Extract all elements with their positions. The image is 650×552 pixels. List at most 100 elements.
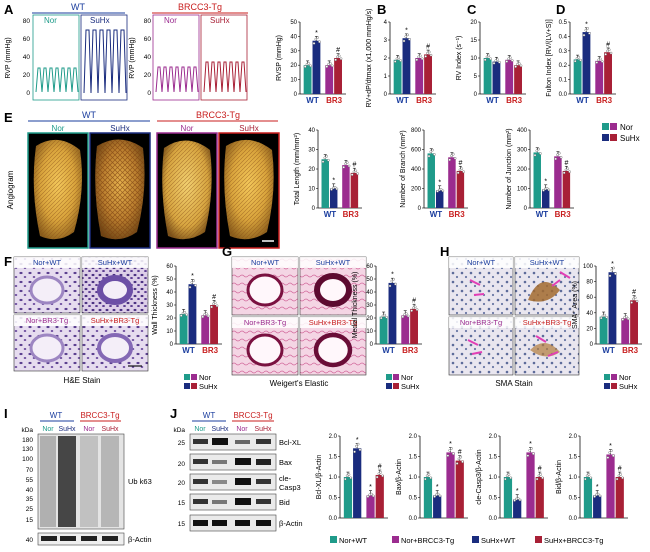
j-band [193, 520, 208, 526]
data-point [394, 282, 397, 286]
j-band-bid: Bid [279, 498, 290, 507]
bar [554, 156, 562, 208]
e-br3-nor-label: Nor [181, 124, 194, 133]
significance-mark: * [356, 437, 359, 444]
data-point [462, 170, 465, 173]
bar [393, 59, 402, 94]
data-point [337, 54, 341, 58]
i-smear-lane [58, 436, 76, 527]
bar [456, 170, 465, 208]
data-point [342, 165, 346, 169]
y-tick-label: 1.0 [489, 475, 498, 481]
x-category-label: BR3 [402, 346, 419, 355]
j-blot-casp3 [189, 473, 277, 491]
legend-swatch [184, 374, 190, 380]
data-point [427, 154, 431, 158]
data-point [625, 315, 628, 319]
data-point [213, 301, 217, 304]
chart-Casp3: 0.0 0.5 1.0 1.5 2.0 cle-Casp3/β-Actin * * # [476, 434, 548, 522]
significance-mark: * [391, 272, 394, 279]
br3-nor-trace-box [152, 14, 200, 101]
panel-j: J WT BRCC3-Tg Nor SuHx Nor SuHx kDa 25 2… [170, 406, 303, 532]
bar [533, 152, 541, 208]
j-blots [189, 433, 277, 532]
chart-BclXL: 0.0 0.5 1.0 1.5 2.0 Bcl-XL/β-Actin * * # [316, 434, 388, 522]
legend-swatch-nor-br3 [610, 123, 617, 130]
i-actin-band [60, 536, 76, 541]
y-tick-label: 60 [586, 295, 593, 301]
y-tick-label: 800 [411, 128, 422, 134]
y-tick-label: 400 [517, 128, 528, 134]
legend-swatch [184, 383, 190, 389]
i-actin-band [41, 536, 57, 541]
x-category-label: BR3 [326, 96, 343, 105]
significance-mark: # [426, 44, 430, 51]
j-blot-bid [189, 493, 277, 511]
j-band [212, 520, 227, 526]
y-tick-label: 50 [290, 20, 297, 26]
data-point [358, 448, 362, 451]
data-point [371, 494, 375, 498]
bar [435, 190, 444, 208]
y-tick-label: 3 [384, 38, 388, 44]
x-category-label: BR3 [416, 96, 433, 105]
bar [402, 38, 411, 94]
data-point [584, 28, 588, 32]
panel-a-wt-nor-label: Nor [44, 16, 57, 25]
legend-f: Nor SuHx [184, 373, 218, 391]
he-vessel-suhx-wt [97, 275, 133, 305]
significance-mark: # [606, 41, 610, 48]
data-point [483, 58, 487, 62]
j-band [193, 479, 208, 484]
significance-mark: # [632, 289, 636, 296]
significance-mark: * [405, 27, 408, 34]
i-band-actin: β-Actin [128, 535, 152, 544]
i-smear-lane [80, 436, 98, 527]
data-point [612, 266, 615, 270]
x-category-label: WT [182, 346, 195, 355]
data-point [429, 150, 433, 154]
data-point [309, 64, 312, 68]
data-point [350, 173, 354, 176]
y-tick-label: 10 [166, 329, 173, 335]
y-tick-label: 0.4 [559, 34, 568, 40]
data-point [441, 189, 445, 193]
data-point [194, 284, 197, 287]
j-band [235, 498, 251, 505]
bar [604, 52, 612, 94]
data-point [355, 444, 358, 448]
data-point [507, 473, 511, 476]
j-band-casp3: Casp3 [279, 483, 301, 492]
panel-f: F Nor+WT SuHx+WT Nor+BR3-Tg SuHx+BR3-Tg … [4, 254, 149, 385]
br3-trace-tick: 0 [147, 90, 151, 97]
panel-a-letter: A [4, 2, 14, 17]
y-axis-label: Total Length (mm/mm²) [294, 133, 301, 205]
wt-trace-tick: 80 [23, 18, 31, 25]
data-point [206, 314, 210, 318]
data-point [448, 449, 452, 452]
bar [353, 448, 362, 518]
y-tick-label: 0 [524, 206, 528, 212]
weigert-label-bg [300, 317, 366, 328]
bar [334, 58, 342, 94]
y-tick-label: 0 [474, 92, 478, 98]
y-tick-label: 10 [470, 56, 477, 62]
weigert-label-bg [232, 257, 298, 268]
j-blot-bclxl [189, 433, 277, 451]
data-point [528, 449, 532, 452]
significance-mark: # [538, 466, 542, 473]
x-category-label: WT [396, 96, 409, 105]
data-point [316, 36, 319, 39]
panel-a-br3-title: BRCC3-Tg [178, 2, 222, 12]
data-point [383, 313, 387, 317]
panel-i-letter: I [4, 406, 8, 421]
x-category-label: WT [486, 96, 499, 105]
bar [583, 477, 593, 518]
data-point [450, 154, 453, 158]
he-label-bg [14, 315, 80, 326]
y-tick-label: 40 [290, 34, 297, 40]
chart-RVindex: 0 5 10 15 20 RV Index (s⁻¹) WT BR3 [456, 20, 526, 105]
y-tick-label: 0 [418, 206, 422, 212]
y-tick-label: 10 [290, 78, 297, 84]
x-category-label: WT [382, 346, 395, 355]
